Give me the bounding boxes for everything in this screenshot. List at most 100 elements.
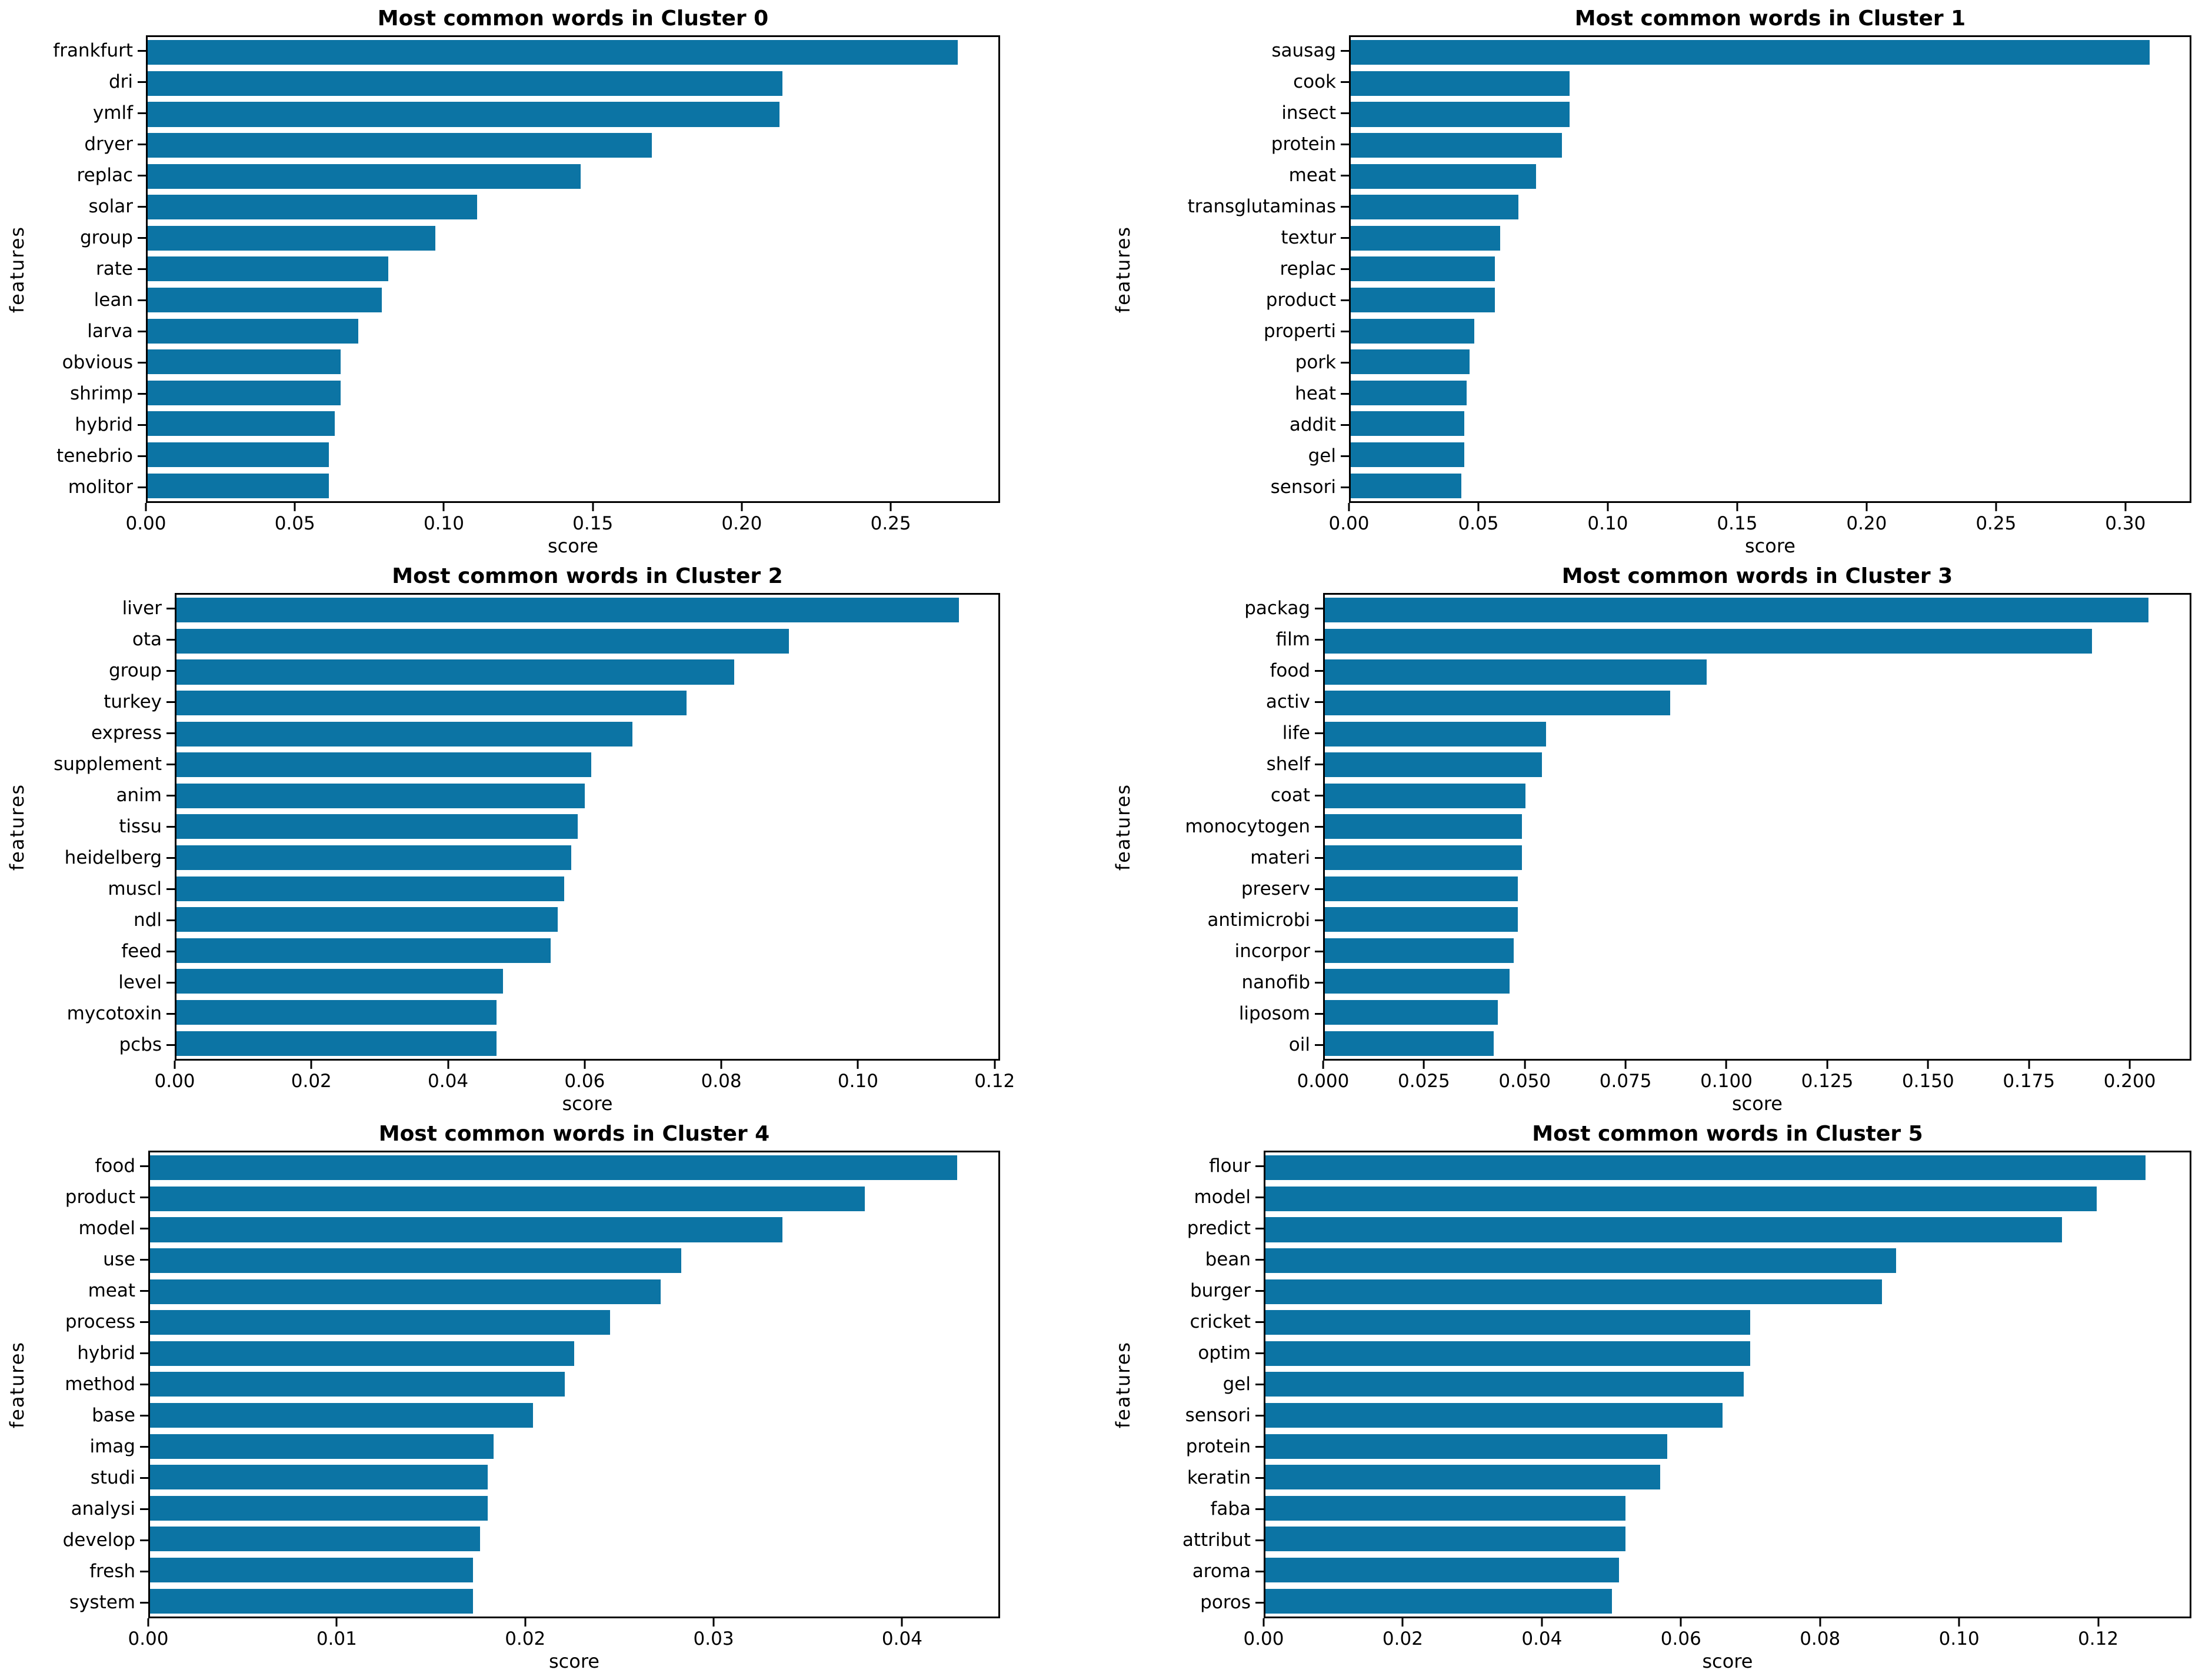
bar-row: [1325, 781, 2190, 812]
x-tick-label: 0.025: [1398, 1071, 1450, 1092]
bar-row: [148, 408, 998, 439]
bar-row: [1325, 997, 2190, 1028]
bar: [176, 628, 789, 654]
x-tick-mark: [901, 1618, 903, 1627]
y-tick-labels: flour model predict bean burger cricket optim g…: [1106, 1151, 1264, 1618]
y-tick-mark: [140, 1571, 148, 1572]
y-tick-label: antimicrobi: [1207, 909, 1310, 931]
bar-row: [176, 718, 998, 749]
y-tick-mark: [138, 424, 146, 426]
chart-cluster-2: Most common words in Cluster 2 features li…: [0, 558, 1106, 1115]
x-tick: 0.00: [154, 1061, 195, 1091]
bar-row: [1325, 842, 2190, 874]
x-tick-mark: [1819, 1618, 1821, 1627]
bar: [1351, 256, 1495, 282]
y-tick-label: shelf: [1266, 754, 1310, 775]
bar: [176, 938, 551, 963]
x-tick: 0.04: [428, 1061, 468, 1091]
y-tick-mark: [166, 764, 175, 765]
y-tick-label: nanofib: [1241, 972, 1310, 993]
chart-title: Most common words in Cluster 0: [377, 6, 769, 31]
y-tick: aroma: [1106, 1556, 1264, 1587]
bar: [1351, 133, 1563, 158]
x-tick-label: 0.08: [701, 1071, 742, 1092]
y-tick-label: turkey: [104, 691, 162, 712]
y-tick-label: group: [108, 660, 162, 681]
bar-row: [1325, 904, 2190, 935]
y-tick-mark: [140, 1165, 148, 1167]
bar-row: [1351, 378, 2190, 409]
x-tick-label: 0.200: [2103, 1071, 2156, 1092]
chart-title: Most common words in Cluster 3: [1561, 564, 1953, 588]
y-tick: dryer: [0, 129, 146, 160]
y-tick: mycotoxin: [0, 998, 175, 1029]
bar-row: [1265, 1555, 2190, 1586]
chart-cluster-0: Most common words in Cluster 0 features fr…: [0, 0, 1106, 558]
y-tick-label: shrimp: [69, 383, 133, 404]
bar: [150, 1310, 610, 1335]
bar-row: [150, 1369, 998, 1400]
y-tick: studi: [0, 1462, 148, 1494]
y-tick: system: [0, 1587, 148, 1618]
bar: [1265, 1341, 1751, 1366]
bar: [1351, 102, 1570, 127]
y-tick: heat: [1106, 378, 1349, 409]
x-tick-mark: [524, 1618, 527, 1627]
y-tick-labels: liver ota group turkey express supplement anim…: [0, 593, 175, 1061]
y-tick-label: poros: [1200, 1592, 1251, 1613]
bar: [150, 1557, 473, 1583]
bar: [1265, 1465, 1661, 1490]
y-tick-mark: [1255, 1228, 1264, 1229]
y-tick: sensori: [1106, 1400, 1264, 1431]
y-tick-label: fresh: [89, 1561, 135, 1582]
x-tick-mark: [890, 503, 892, 511]
y-tick-label: system: [69, 1592, 135, 1613]
y-tick: larva: [0, 316, 146, 347]
bar: [148, 442, 329, 468]
x-tick-mark: [145, 503, 147, 511]
y-tick: monocytogen: [1106, 811, 1323, 842]
bar: [1325, 752, 1542, 778]
bar: [1325, 907, 1518, 932]
bar-row: [176, 842, 998, 874]
y-tick-label: obvious: [62, 352, 133, 373]
bar: [1351, 411, 1464, 436]
bar: [1351, 442, 1464, 468]
y-tick-mark: [1341, 237, 1349, 239]
x-tick-label: 0.05: [1458, 513, 1499, 534]
x-tick: 0.30: [2105, 503, 2146, 533]
y-tick: level: [0, 967, 175, 998]
y-tick-label: rate: [96, 258, 133, 279]
y-tick-label: heidelberg: [64, 847, 162, 868]
y-tick: method: [0, 1369, 148, 1400]
x-tick-mark: [1865, 503, 1868, 511]
bar: [1351, 288, 1495, 313]
y-tick-label: protein: [1185, 1436, 1251, 1457]
plot-area: [1264, 1151, 2191, 1618]
y-tick: meat: [1106, 160, 1349, 191]
bar-row: [148, 315, 998, 346]
x-tick-mark: [720, 1061, 722, 1069]
bar: [1325, 691, 1671, 716]
y-tick: gel: [1106, 441, 1349, 472]
bar: [176, 752, 592, 778]
bar-row: [1351, 470, 2190, 501]
x-tick-label: 0.25: [870, 513, 911, 534]
bar-row: [1265, 1184, 2190, 1215]
y-tick: dri: [0, 66, 146, 98]
bar-row: [1351, 439, 2190, 471]
x-tick-label: 0.00: [1243, 1628, 1284, 1649]
x-tick-mark: [2124, 503, 2127, 511]
y-tick-label: replac: [1280, 258, 1336, 279]
y-tick-mark: [1315, 919, 1323, 921]
y-tick-mark: [166, 670, 175, 672]
y-tick-label: materi: [1250, 847, 1310, 868]
bar: [150, 1588, 473, 1614]
y-tick-label: heat: [1295, 383, 1336, 404]
bar: [150, 1527, 481, 1552]
y-tick-label: cook: [1293, 71, 1336, 92]
bar-row: [1325, 688, 2190, 719]
y-tick-label: anim: [116, 785, 162, 806]
y-tick: ndl: [0, 905, 175, 936]
